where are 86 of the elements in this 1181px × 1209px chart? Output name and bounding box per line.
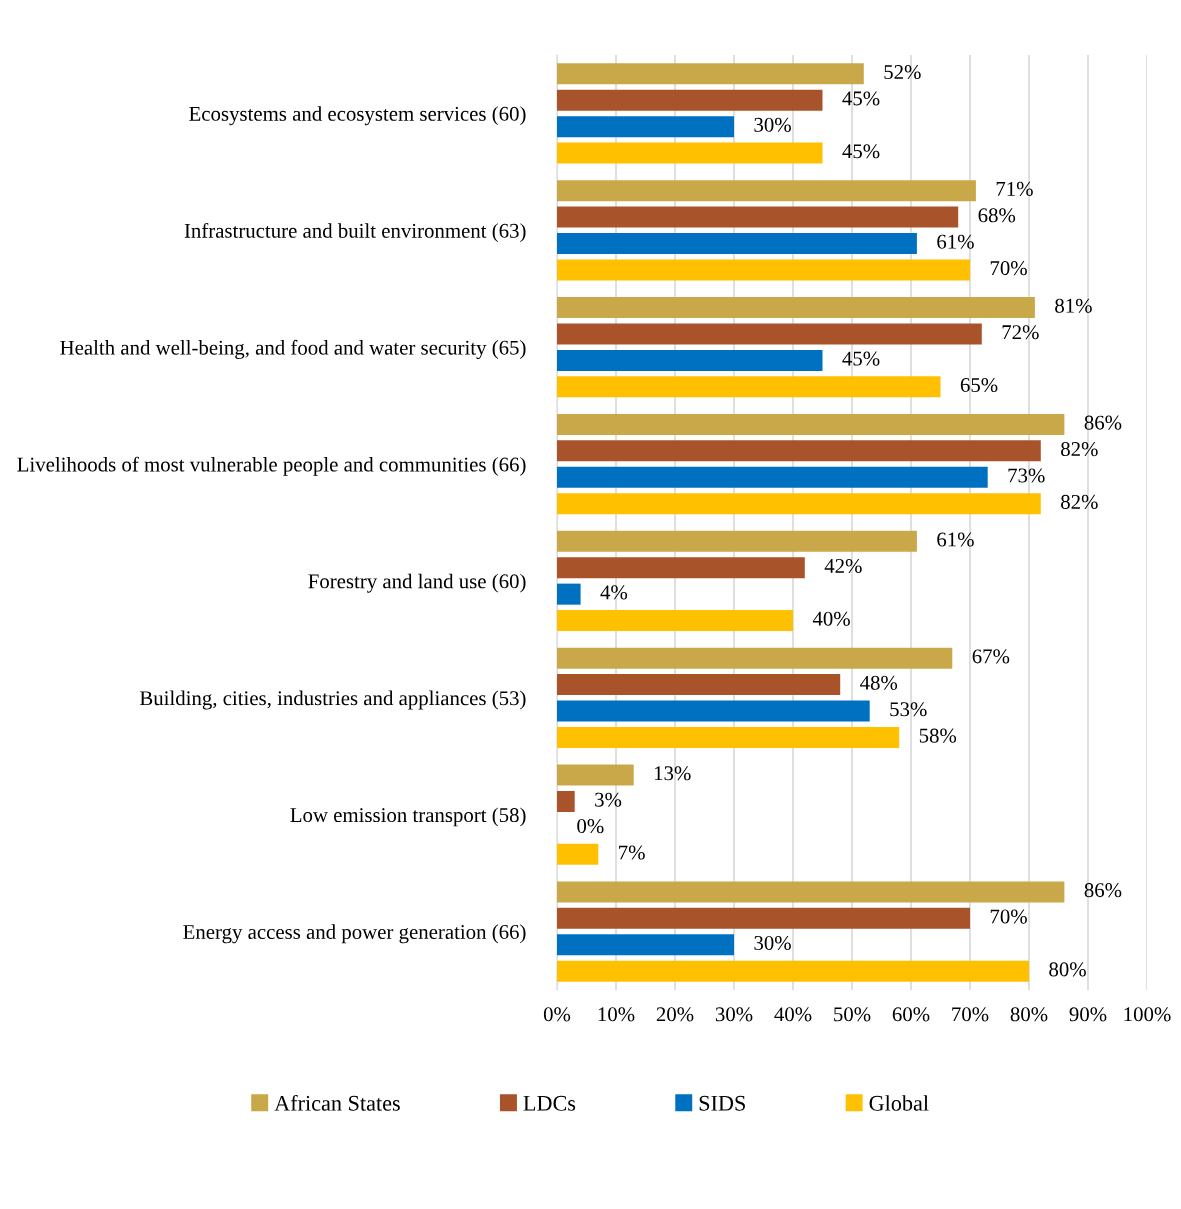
y-tick-label: Ecosystems and ecosystem services (60) <box>189 106 526 126</box>
data-label: 45% <box>842 144 880 159</box>
bar <box>557 700 870 722</box>
y-tick-label: Infrastructure and built environment (63) <box>184 222 526 243</box>
data-label: 82% <box>1061 494 1098 509</box>
bar <box>557 934 734 956</box>
legend-label: SIDS <box>699 1095 745 1111</box>
data-label: 42% <box>824 558 862 574</box>
x-tick-label: 70% <box>952 1007 989 1022</box>
data-label: 48% <box>860 675 898 690</box>
bar <box>557 116 734 138</box>
data-label: 4% <box>600 585 628 600</box>
bar <box>557 323 982 345</box>
data-label: 82% <box>1061 442 1098 457</box>
legend-label: African States <box>274 1094 400 1111</box>
data-label: 81% <box>1055 298 1092 313</box>
bar <box>557 583 581 605</box>
x-tick-label: 50% <box>834 1007 871 1022</box>
data-label: 70% <box>990 261 1027 276</box>
y-tick-label: Energy access and power generation (66) <box>183 924 526 944</box>
bar <box>557 726 900 748</box>
y-tick-label: Health and well-being, and food and water security (65) <box>60 339 526 360</box>
bar <box>557 233 917 255</box>
data-label: 45% <box>842 91 880 106</box>
legend-label: Global <box>869 1095 929 1111</box>
x-tick-label: 90% <box>1069 1007 1107 1022</box>
bar <box>557 493 1041 515</box>
x-tick-label: 80% <box>1010 1007 1048 1022</box>
bar <box>557 206 959 228</box>
data-label: 65% <box>960 377 998 393</box>
bar <box>557 557 805 579</box>
data-label: 86% <box>1084 883 1122 898</box>
data-label: 30% <box>754 117 791 132</box>
legend-label: LDCs <box>523 1095 576 1111</box>
y-tick-label: Forestry and land use (60) <box>308 573 526 593</box>
data-label: 58% <box>919 728 957 743</box>
x-tick-label: 20% <box>656 1007 694 1022</box>
bar <box>557 790 575 812</box>
data-label: 3% <box>595 792 622 807</box>
y-tick-label: Livelihoods of most vulnerable people and communities (66) <box>17 456 526 476</box>
data-label: 68% <box>978 208 1016 223</box>
y-tick-label: Low emission transport (58) <box>290 807 526 827</box>
bar <box>557 610 793 632</box>
bar <box>557 466 988 488</box>
data-label: 72% <box>1002 325 1039 340</box>
bar <box>557 907 970 929</box>
bar <box>557 376 941 398</box>
bar <box>557 843 599 865</box>
bar <box>557 530 917 552</box>
data-label: 67% <box>972 649 1010 664</box>
bar <box>557 764 634 786</box>
data-label: 30% <box>754 935 791 951</box>
y-tick-label: Building, cities, industries and appliances (53) <box>139 690 526 710</box>
bar <box>557 297 1035 319</box>
bar <box>557 413 1065 435</box>
x-tick-label: 0% <box>543 1007 571 1022</box>
x-tick-label: 100% <box>1124 1007 1171 1022</box>
data-label: 71% <box>996 181 1033 196</box>
bar <box>557 89 823 111</box>
data-label: 80% <box>1049 962 1086 977</box>
data-label: 45% <box>842 351 880 366</box>
bar <box>557 881 1065 903</box>
data-label: 70% <box>990 909 1027 924</box>
bar <box>557 63 864 85</box>
data-label: 53% <box>890 702 927 717</box>
bar <box>557 960 1029 982</box>
data-label: 7% <box>619 845 645 860</box>
data-label: 0% <box>577 819 604 834</box>
data-label: 40% <box>812 611 850 626</box>
bar <box>557 259 970 281</box>
bar <box>557 349 823 371</box>
x-tick-label: 10% <box>598 1007 635 1022</box>
x-tick-label: 60% <box>892 1007 930 1022</box>
data-label: 52% <box>884 64 921 80</box>
data-label: 61% <box>937 234 974 249</box>
data-label: 73% <box>1008 468 1045 483</box>
data-label: 61% <box>937 532 974 547</box>
data-label: 86% <box>1084 415 1122 430</box>
bar <box>557 180 976 202</box>
bar <box>557 440 1041 462</box>
bar <box>557 674 841 696</box>
bar <box>557 647 953 669</box>
bar <box>557 142 823 164</box>
x-tick-label: 30% <box>715 1007 753 1022</box>
x-tick-label: 40% <box>774 1007 812 1022</box>
data-label: 13% <box>654 766 691 781</box>
